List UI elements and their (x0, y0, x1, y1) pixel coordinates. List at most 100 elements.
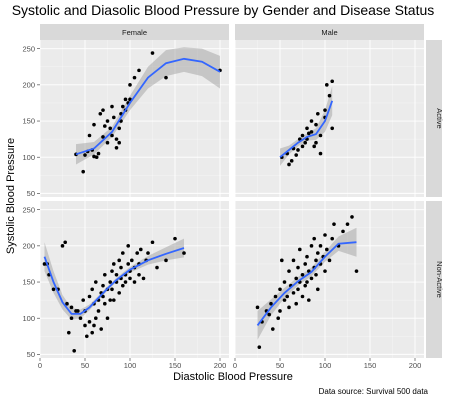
y-tick-label: 200 (22, 80, 35, 89)
panel-background (235, 201, 424, 358)
data-point (92, 323, 96, 328)
data-point (112, 115, 116, 120)
data-point (255, 305, 260, 310)
data-point (103, 272, 107, 277)
data-point (323, 108, 327, 112)
data-point (182, 251, 186, 255)
data-point (117, 126, 121, 131)
data-point (110, 133, 114, 138)
data-point (305, 126, 309, 131)
data-point (269, 301, 273, 306)
x-axis-title: Diastolic Blood Pressure (173, 371, 293, 383)
data-point (282, 280, 287, 284)
data-point (300, 294, 305, 299)
data-point (69, 305, 74, 310)
data-point (137, 272, 141, 277)
data-point (323, 269, 327, 273)
data-point (278, 287, 282, 292)
data-point (309, 244, 314, 248)
data-point (146, 251, 150, 255)
x-tick-label: 200 (214, 361, 227, 370)
data-point (314, 140, 318, 145)
data-point (280, 258, 284, 263)
panel-female-active (39, 40, 229, 197)
data-point (101, 283, 105, 288)
data-point (123, 280, 128, 284)
data-point (105, 140, 110, 145)
strip-col-male (235, 24, 424, 40)
data-point (67, 330, 71, 335)
x-tick-label: 50 (81, 361, 89, 370)
data-point (327, 93, 332, 98)
data-point (309, 119, 314, 123)
data-point (128, 276, 132, 281)
data-point (112, 298, 116, 302)
data-point (298, 247, 302, 252)
data-point (312, 236, 317, 241)
data-point (307, 298, 311, 302)
data-point (110, 269, 114, 273)
data-point (164, 258, 168, 263)
data-point (291, 258, 296, 263)
data-point (282, 298, 287, 302)
data-point (294, 153, 299, 157)
data-point (139, 247, 143, 252)
smooth-line (75, 57, 221, 156)
data-point (42, 262, 47, 266)
data-point (103, 124, 107, 128)
data-point (60, 244, 65, 248)
data-point (314, 272, 318, 277)
x-tick-label: 0 (233, 361, 237, 370)
data-point (76, 309, 80, 313)
x-tick-label: 150 (364, 361, 377, 370)
data-point (96, 151, 101, 156)
y-axis-title: Systolic Blood Pressure (5, 138, 17, 254)
data-point (117, 258, 121, 263)
data-point (132, 280, 137, 284)
data-point (94, 155, 99, 160)
data-point (87, 320, 92, 324)
y-tick-label: 150 (22, 278, 35, 287)
data-point (94, 316, 98, 321)
data-point (150, 240, 155, 245)
data-point (96, 309, 101, 313)
strip-label-active: Active (435, 108, 444, 128)
data-point (305, 254, 309, 259)
data-point (128, 83, 132, 87)
data-point (327, 258, 332, 263)
data-point (300, 144, 305, 149)
data-point (296, 148, 300, 152)
data-point (65, 301, 69, 306)
data-point (121, 283, 125, 288)
data-point (305, 280, 309, 284)
y-tick-label: 50 (27, 350, 35, 359)
data-point (117, 291, 121, 295)
data-point (314, 258, 318, 263)
panel-male-active (234, 40, 424, 197)
x-axis: 0 50 100 150 200 0 50 100 150 200 (38, 358, 421, 370)
confidence-band (257, 227, 357, 340)
data-point (72, 348, 76, 353)
data-point (94, 280, 98, 284)
data-point (121, 251, 125, 255)
data-point (98, 111, 103, 116)
data-point (332, 222, 336, 226)
data-point (164, 75, 168, 80)
data-point (137, 68, 141, 73)
data-point (294, 301, 299, 306)
data-point (83, 153, 87, 157)
data-point (117, 140, 121, 145)
data-point (112, 262, 116, 266)
strip-label-female: Female (122, 28, 147, 37)
data-point (294, 276, 299, 281)
data-point (101, 294, 105, 299)
data-point (325, 83, 329, 87)
data-point (309, 130, 314, 134)
data-point (126, 244, 130, 248)
data-point (314, 122, 318, 127)
data-point (87, 294, 92, 299)
data-point (108, 126, 112, 131)
y-tick-label: 150 (22, 117, 35, 126)
smooth-line (43, 247, 185, 315)
